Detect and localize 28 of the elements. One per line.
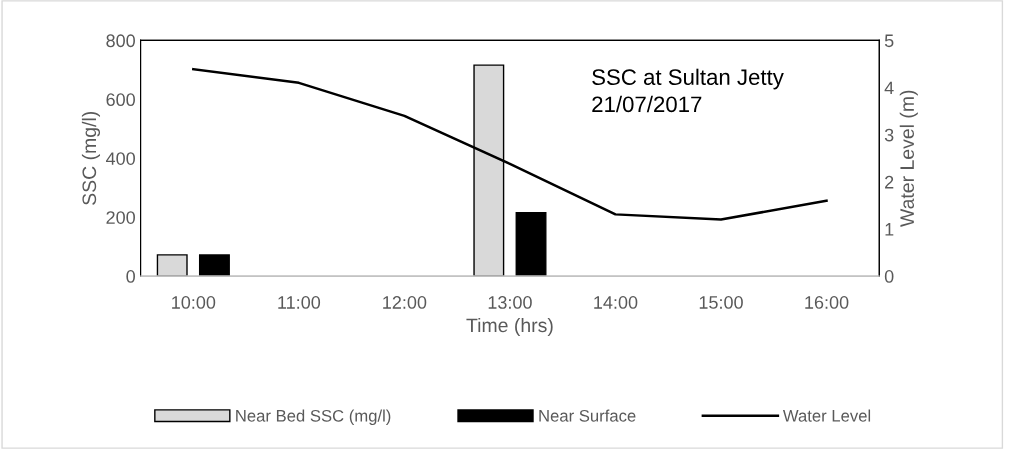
y2-tick-label: 0	[884, 270, 894, 283]
x-tick-label: 13:00	[488, 296, 532, 309]
y-tick-label: 600	[106, 93, 135, 107]
y-tick-label: 800	[106, 34, 135, 48]
x-tick-label: 11:00	[278, 296, 321, 309]
legend-label: Near Surface	[539, 409, 636, 422]
x-tick-label: 15:00	[699, 296, 743, 309]
y2-axis-title: Water Level (m)	[899, 90, 918, 227]
y-tick-label: 400	[105, 152, 135, 165]
x-tick-label: 16:00	[805, 296, 849, 309]
legend-label: Near Bed SSC (mg/l)	[236, 409, 391, 426]
y2-tick-label: 2	[885, 175, 894, 189]
bar	[198, 254, 230, 277]
y-axis-title: SSC (mg/l)	[81, 111, 101, 205]
x-axis-title: Time (hrs)	[466, 317, 553, 337]
y2-tick-label: 5	[884, 34, 894, 48]
x-tick-label: 14:00	[594, 296, 638, 309]
bar	[156, 254, 188, 277]
x-tick-label: 10:00	[172, 296, 216, 309]
y2-tick-label: 3	[884, 128, 894, 142]
x-tick-label: 12:00	[383, 296, 427, 309]
y-tick-label: 0	[126, 270, 135, 283]
annotation: SSC at Sultan Jetty 21/07/2017	[592, 68, 784, 113]
y2-tick-label: 4	[884, 81, 894, 95]
bar	[515, 212, 547, 277]
y2-tick-label: 1	[885, 223, 894, 236]
y-tick-label: 200	[106, 211, 135, 224]
legend-label: Water Level	[782, 409, 871, 422]
